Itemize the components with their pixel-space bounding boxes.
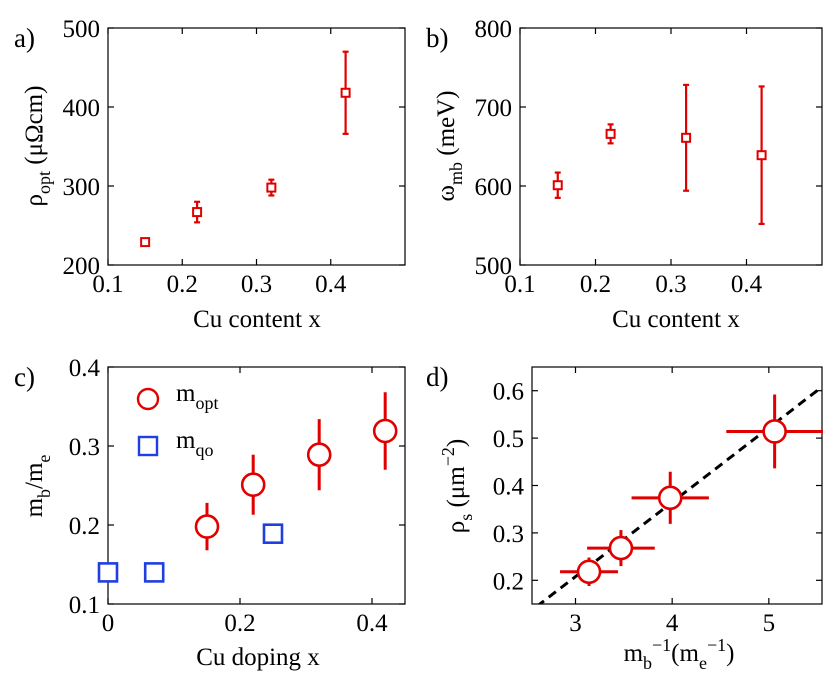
x-axis-label: Cu content x [612,306,740,333]
data-point-rho_opt [266,178,277,197]
axes-frame [531,366,823,605]
x-axis-label: Cu doping x [196,644,320,671]
chart-panel-b: 0.1 0.2 0.3 0.4 500 600 700 800 b) Cu content x ωm… [426,16,823,333]
legend-label: mopt [176,380,218,413]
marker-circle [762,419,787,444]
marker-circle [240,472,266,498]
y-tick-label: 200 [63,253,101,280]
chart-panel-c: 0 0.2 0.4 0.1 0.2 0.3 0.4 c) Cu doping x mb/me mop… [14,355,406,671]
x-tick-label: 0.4 [731,271,763,298]
panel-label: b) [426,23,449,53]
axes-frame [107,366,406,605]
legend: mopt mqo [136,380,218,460]
x-axis-label: mb−1(me−1) [624,635,735,673]
data-point-m_opt [306,419,332,491]
legend-entry: mopt [136,380,218,413]
y-axis-label: ρs (μm−2) [438,439,476,533]
x-tick-label: 3 [569,610,582,637]
x-tick-label: 0.2 [167,271,198,298]
panel-label: d) [426,362,449,392]
x-tick-label: 0.1 [504,271,535,298]
x-tick-label: 0.2 [224,610,255,637]
data-point-m_opt [372,392,398,470]
marker-square [97,562,119,583]
marker-circle [306,442,332,467]
data-point-m_opt [194,502,220,551]
data-point-m_qo [97,562,119,583]
y-axis-label: ρopt (μΩcm) [21,86,54,207]
data-point-rho_s [631,471,709,524]
legend-label: mqo [176,427,213,460]
marker-circle [372,418,398,444]
data-point-rho_opt [340,50,351,135]
legend-entry: mqo [137,427,213,460]
x-tick-label: 0.1 [92,271,123,298]
y-tick-label: 500 [63,16,101,43]
y-tick-label: 0.3 [69,434,100,461]
y-tick-label: 700 [475,95,513,122]
x-tick-label: 0.4 [315,271,347,298]
data-point-omega_mb [605,123,616,145]
chart-panel-a: 0.1 0.2 0.3 0.4 200 300 400 500 a) Cu content x ρo… [14,16,406,333]
marker-square-small [266,182,277,193]
x-tick-label: 4 [666,610,679,637]
data-point-omega_mb [552,171,563,199]
marker-square [262,523,284,544]
marker-square [143,562,165,583]
data-point-m_opt [240,454,266,515]
x-tick-label: 0 [102,610,115,637]
legend-marker-circle [136,387,160,411]
marker-square-small [552,180,563,191]
y-tick-label: 300 [63,174,101,201]
x-tick-label: 5 [763,610,776,637]
legend-marker-square [137,435,159,457]
marker-circle [608,535,634,561]
x-tick-label: 0.4 [356,610,388,637]
y-tick-label: 0.2 [69,513,100,540]
axes-frame [519,27,823,266]
data-point-rho_opt [140,237,151,248]
y-tick-label: 600 [475,174,513,201]
y-tick-label: 0.1 [69,592,100,619]
x-tick-label: 0.2 [580,271,611,298]
data-point-rho_opt [192,200,203,224]
y-tick-label: 0.2 [493,568,524,595]
marker-circle [194,514,220,539]
data-point-m_qo [143,562,165,583]
marker-square-small [140,237,151,248]
data-point-omega_mb [756,85,767,226]
panel-label: c) [14,362,35,392]
marker-circle [657,485,683,511]
data-point-m_qo [262,523,284,544]
x-tick-label: 0.3 [241,271,272,298]
data-point-omega_mb [681,83,692,192]
marker-square-small [192,207,203,218]
marker-circle [576,559,602,585]
y-tick-label: 0.3 [493,521,524,548]
data-point-rho_s [587,530,655,567]
data-point-rho_s [560,557,619,586]
x-axis-label: Cu content x [193,306,321,333]
y-tick-label: 0.4 [69,355,101,382]
y-tick-label: 400 [63,95,101,122]
data-point-rho_s [726,394,823,469]
marker-square-small [340,87,351,98]
marker-square-small [681,132,692,143]
y-tick-label: 500 [475,253,513,280]
y-tick-label: 0.4 [493,474,525,501]
x-tick-label: 0.3 [655,271,686,298]
marker-square-small [756,150,767,161]
marker-square-small [605,128,616,139]
y-tick-label: 0.6 [493,379,524,406]
y-tick-label: 800 [475,16,513,43]
y-axis-label: ωmb (meV) [433,91,466,202]
axes-frame [107,27,406,266]
panel-label: a) [14,23,35,53]
y-tick-label: 0.5 [493,426,524,453]
chart-panel-d: 3 4 5 0.2 0.3 0.4 0.5 0.6 d) mb−1(me−1) ρs (μm−2) [426,362,823,673]
y-axis-label: mb/me [21,455,54,518]
